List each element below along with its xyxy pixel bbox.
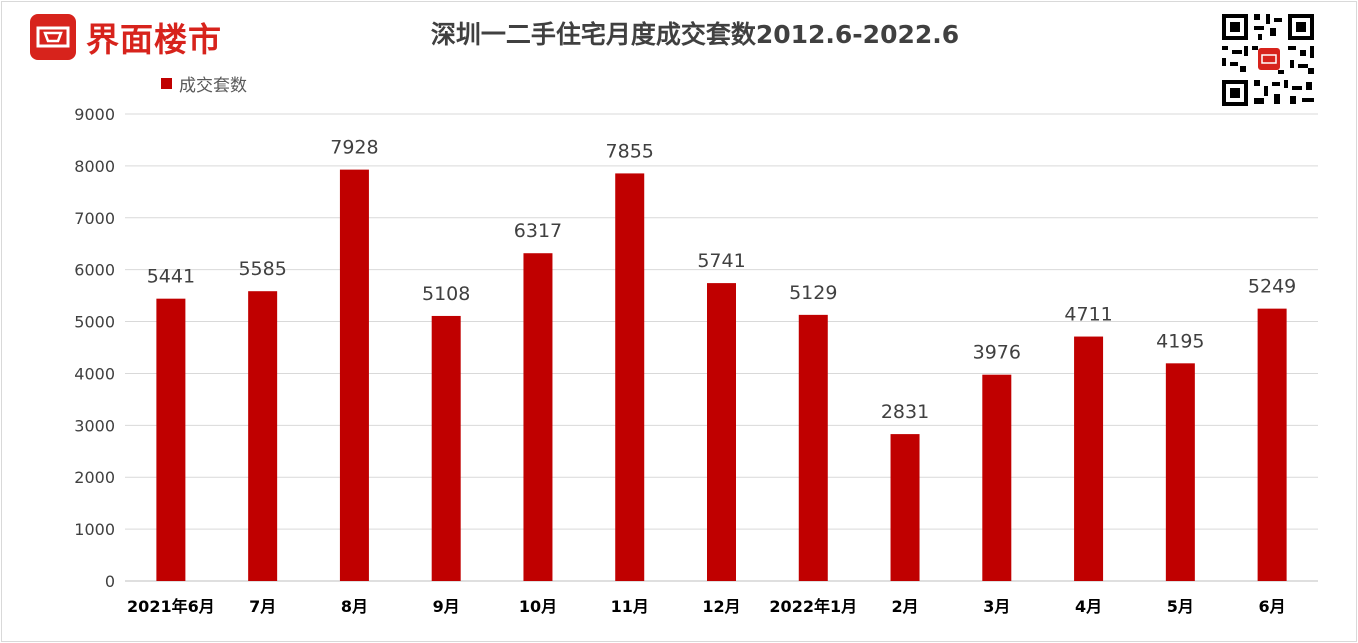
data-label: 6317 — [514, 220, 562, 242]
x-tick-label: 2月 — [891, 597, 918, 616]
x-tick-label: 8月 — [341, 597, 368, 616]
bar — [156, 298, 186, 581]
x-tick-label: 7月 — [249, 597, 276, 616]
y-tick-label: 0 — [105, 572, 115, 591]
bar — [248, 291, 278, 581]
data-label: 7855 — [606, 140, 654, 162]
bar — [982, 374, 1012, 581]
x-tick-label: 12月 — [702, 597, 740, 616]
chart-legend: 成交套数 — [161, 72, 247, 96]
brand-logo-icon — [30, 14, 76, 60]
x-tick-label: 5月 — [1167, 597, 1194, 616]
brand-logo: 界面楼市 — [30, 14, 222, 60]
bar — [615, 173, 645, 581]
bar — [523, 253, 553, 581]
x-tick-label: 3月 — [983, 597, 1010, 616]
y-tick-label: 5000 — [74, 313, 115, 332]
bar — [798, 314, 828, 581]
legend-swatch — [161, 77, 172, 89]
x-tick-label: 2021年6月 — [127, 597, 215, 616]
x-tick-label: 10月 — [519, 597, 557, 616]
y-tick-label: 2000 — [74, 468, 115, 487]
bar — [890, 434, 920, 581]
legend-label: 成交套数 — [179, 75, 247, 96]
data-label: 5741 — [697, 250, 745, 272]
bar — [1074, 336, 1104, 581]
bar — [1165, 363, 1195, 581]
x-tick-label: 9月 — [433, 597, 460, 616]
data-label: 5585 — [238, 258, 286, 280]
x-tick-label: 4月 — [1075, 597, 1102, 616]
y-tick-label: 1000 — [74, 520, 115, 539]
bar-layer — [156, 169, 1287, 582]
chart-title: 深圳一二手住宅月度成交套数2012.6-2022.6 — [430, 20, 960, 49]
data-label: 3976 — [973, 342, 1021, 364]
x-tick-label: 11月 — [611, 597, 649, 616]
x-tick-label: 2022年1月 — [769, 597, 857, 616]
data-label: 5441 — [147, 266, 195, 288]
bar — [707, 283, 736, 581]
data-label: 4711 — [1064, 304, 1112, 326]
data-label: 5249 — [1248, 276, 1296, 298]
data-label: 2831 — [881, 401, 929, 423]
x-tick-label: 6月 — [1259, 597, 1286, 616]
brand-name: 界面楼市 — [86, 20, 222, 59]
y-tick-label: 7000 — [74, 209, 115, 228]
y-tick-label: 6000 — [74, 261, 115, 280]
qr-code-icon — [1214, 6, 1322, 114]
data-label: 7928 — [330, 137, 378, 159]
y-tick-label: 3000 — [74, 416, 115, 435]
y-tick-label: 9000 — [74, 105, 115, 124]
data-label: 4195 — [1156, 330, 1204, 352]
label-layer: 5441 2021年6月 5585 7月 7928 8月 5108 9月 6317 10月 7855… — [127, 137, 1296, 616]
bar — [339, 169, 369, 582]
bar — [431, 315, 461, 581]
data-label: 5129 — [789, 282, 837, 304]
y-tick-label: 4000 — [74, 364, 115, 383]
data-label: 5108 — [422, 283, 470, 305]
bar — [1257, 308, 1287, 581]
y-tick-label: 8000 — [74, 157, 115, 176]
